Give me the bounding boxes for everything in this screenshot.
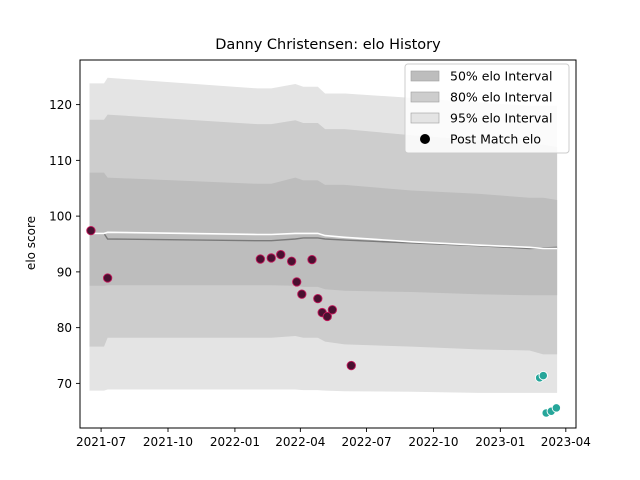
y-tick-label: 80	[57, 321, 72, 335]
match-point	[292, 277, 302, 287]
x-tick-label: 2022-10	[408, 435, 458, 449]
plot-frame	[79, 59, 577, 429]
x-tick-label: 2021-07	[76, 435, 126, 449]
legend-swatch	[410, 112, 440, 124]
y-axis: 70 80 90 100 110 120	[49, 98, 80, 391]
match-point	[307, 254, 317, 265]
legend-marker	[420, 134, 430, 144]
y-axis-label: elo score	[24, 216, 38, 270]
match-point	[286, 256, 297, 266]
band-50	[89, 172, 558, 296]
match-point	[322, 311, 332, 322]
y-tick-label: 90	[57, 265, 72, 279]
y-tick-label: 110	[49, 154, 72, 168]
match-point	[255, 254, 266, 264]
match-point	[313, 293, 323, 304]
x-tick-label: 2023-01	[475, 435, 525, 449]
x-tick-label: 2022-04	[275, 435, 325, 449]
legend-box	[404, 63, 570, 154]
x-tick-label: 2022-07	[341, 435, 391, 449]
match-point	[327, 305, 338, 315]
legend-label: 80% elo Interval	[450, 90, 552, 105]
recent-match-point	[551, 403, 562, 413]
match-point	[346, 360, 356, 371]
y-tick-label: 70	[57, 377, 72, 391]
legend-swatch	[410, 91, 440, 103]
recent-match-point	[538, 370, 548, 381]
x-axis: 2021-07 2021-10 2022-01 2022-04 2022-07 2022-…	[76, 428, 591, 449]
mean-line	[89, 231, 558, 250]
match-point	[86, 225, 96, 236]
y-tick-label: 120	[49, 98, 72, 112]
plot-area	[79, 59, 577, 429]
legend-label: 50% elo Interval	[450, 69, 552, 84]
chart-title: Danny Christensen: elo History	[215, 37, 441, 53]
legend-label: 95% elo Interval	[450, 111, 552, 126]
median-line	[89, 232, 558, 250]
x-tick-label: 2023-04	[541, 435, 591, 449]
match-point	[276, 249, 286, 260]
legend-label: Post Match elo	[450, 132, 541, 147]
match-point	[102, 273, 113, 283]
legend-swatch	[410, 70, 440, 82]
match-point	[266, 253, 276, 263]
legend: 50% elo Interval 80% elo Interval 95% elo …	[404, 63, 570, 154]
match-point	[297, 289, 307, 299]
x-tick-label: 2022-01	[210, 435, 260, 449]
x-tick-label: 2021-10	[143, 435, 193, 449]
y-tick-label: 100	[49, 210, 72, 224]
